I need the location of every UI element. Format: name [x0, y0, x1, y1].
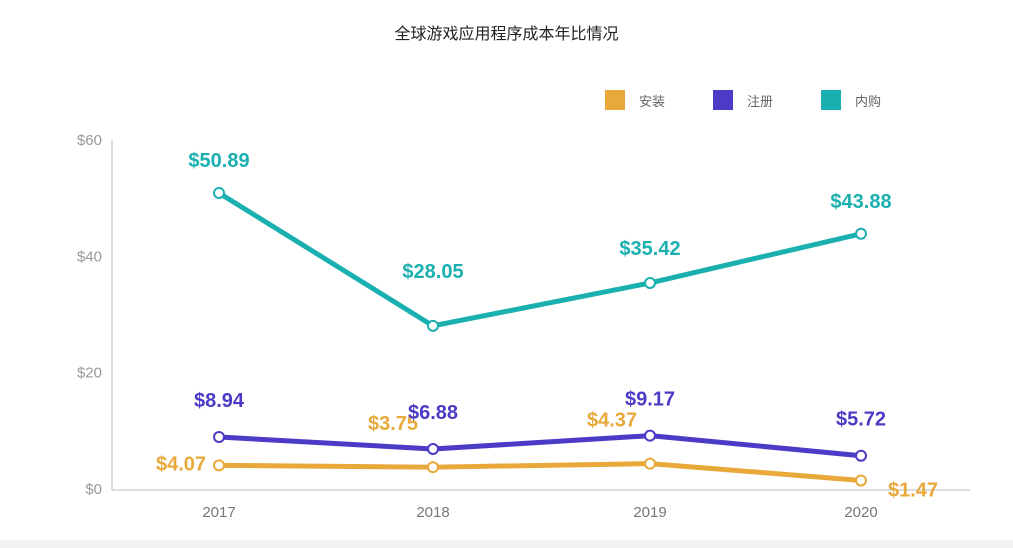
- data-label: $6.88: [408, 402, 458, 424]
- data-point: [213, 186, 225, 199]
- data-label: $3.75: [368, 413, 418, 435]
- data-label: $4.37: [587, 410, 637, 432]
- legend-item-install[interactable]: 安装: [605, 90, 713, 110]
- data-point: [644, 276, 656, 289]
- data-point: [427, 442, 439, 455]
- data-point: [427, 319, 439, 332]
- data-point: [213, 430, 225, 443]
- legend: 安装 注册 内购: [605, 90, 929, 110]
- legend-label: 内购: [855, 94, 882, 110]
- data-point: [855, 227, 867, 240]
- y-tick-label: $60: [77, 132, 102, 149]
- legend-item-iap[interactable]: 内购: [821, 90, 929, 110]
- x-tick-label: 2018: [416, 504, 449, 521]
- x-tick-label: 2019: [633, 504, 666, 521]
- y-tick-label: $0: [85, 481, 102, 498]
- legend-label: 安装: [639, 94, 666, 110]
- y-tick-label: $20: [77, 365, 102, 382]
- data-label: $5.72: [836, 409, 886, 431]
- legend-item-register[interactable]: 注册: [713, 90, 821, 110]
- bottom-strip: [0, 540, 1013, 548]
- chart-title: 全球游戏应用程序成本年比情况: [394, 24, 619, 43]
- legend-label: 注册: [747, 94, 774, 110]
- series-line: [218, 461, 862, 483]
- legend-swatch: [821, 90, 841, 110]
- data-point: [644, 429, 656, 442]
- data-point: [644, 457, 656, 470]
- legend-swatch: [605, 90, 625, 110]
- legend-swatch: [713, 90, 733, 110]
- data-label: $8.94: [194, 390, 245, 412]
- data-label: $9.17: [625, 389, 675, 411]
- data-point: [855, 449, 867, 462]
- x-tick-label: 2020: [844, 504, 877, 521]
- data-label: $4.07: [156, 453, 206, 475]
- series-line: [218, 433, 862, 459]
- y-tick-label: $40: [77, 248, 102, 265]
- data-label: $1.47: [888, 479, 938, 501]
- series-line: [217, 190, 862, 329]
- data-point: [213, 459, 225, 472]
- data-label: $35.42: [619, 238, 680, 260]
- data-point: [427, 461, 439, 474]
- data-point: [855, 474, 867, 487]
- data-label: $43.88: [830, 191, 891, 213]
- x-tick-label: 2017: [202, 504, 235, 521]
- data-label: $50.89: [188, 150, 249, 172]
- data-label: $28.05: [402, 261, 463, 283]
